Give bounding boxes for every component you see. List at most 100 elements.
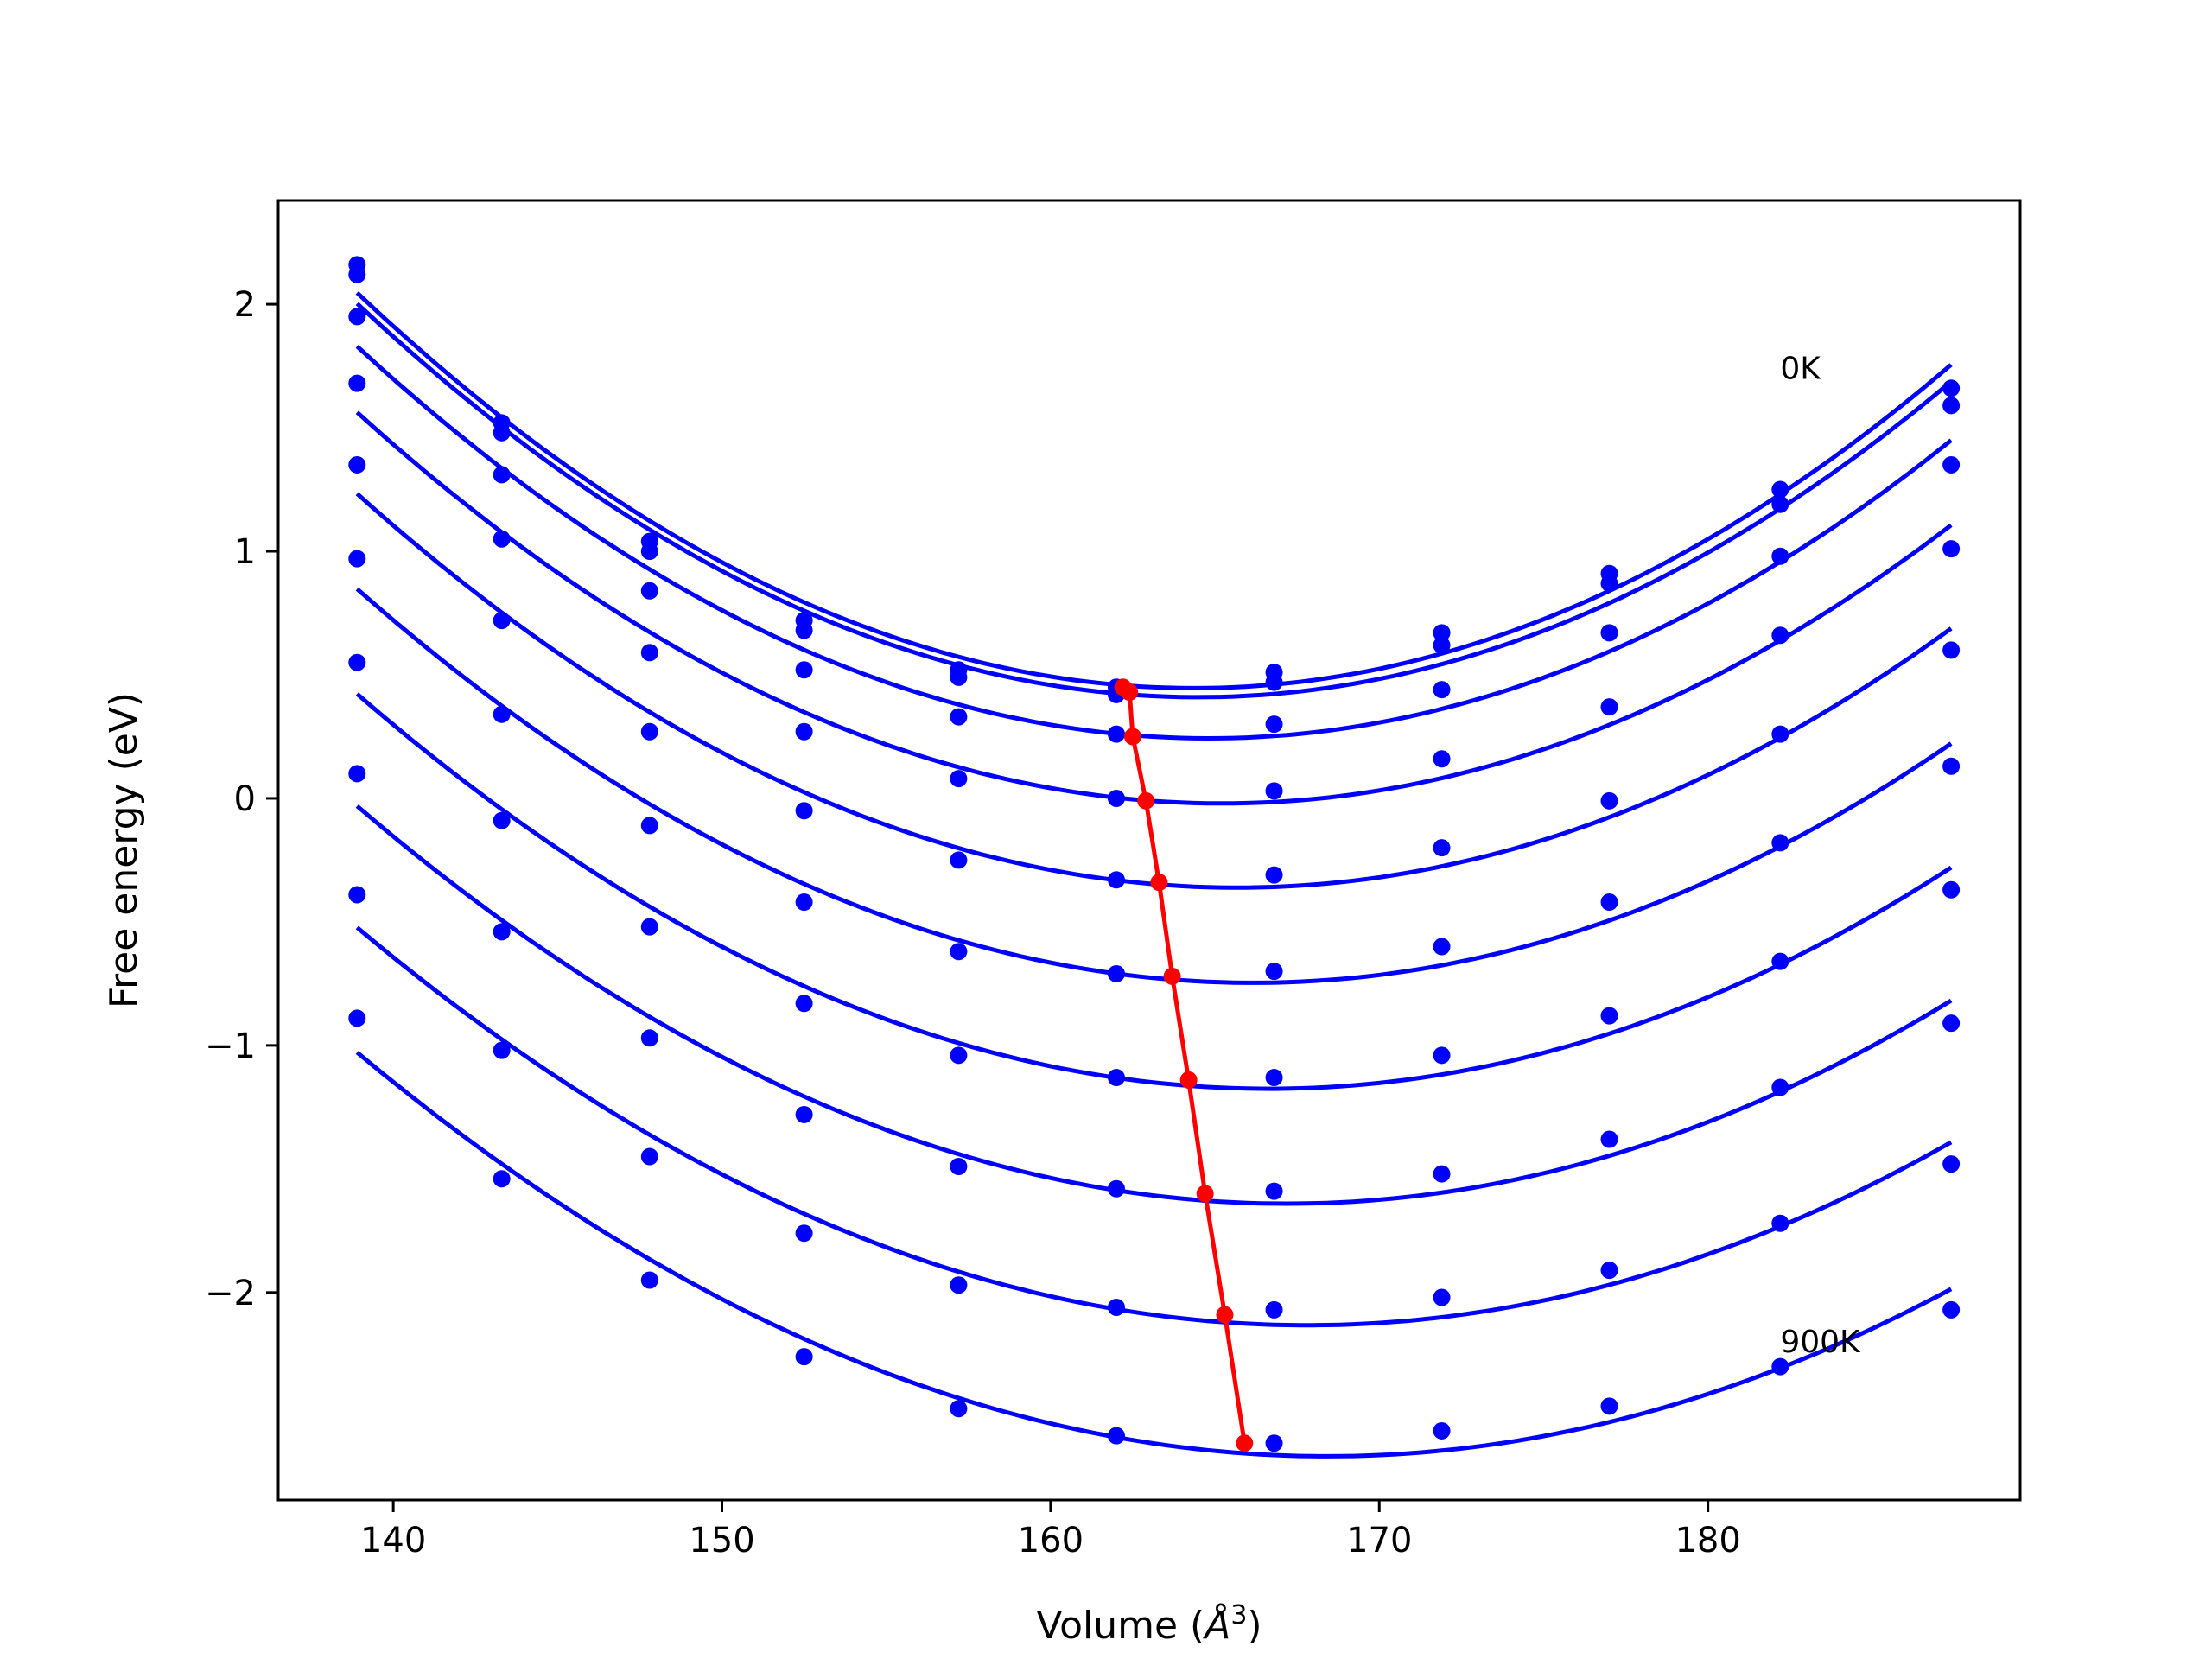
data-point [1265,1300,1283,1319]
data-point [1433,681,1451,699]
data-point [950,1276,968,1294]
data-point [640,1271,658,1289]
data-point [1433,750,1451,768]
data-point [795,661,813,679]
minimum-point [1236,1434,1254,1452]
x-tick-label: 180 [1675,1521,1740,1560]
data-point [1942,1155,1961,1173]
data-point [348,765,366,783]
data-point [1771,480,1789,499]
minimum-point [1123,728,1141,746]
minimum-line [1122,685,1247,1444]
data-point [1265,866,1283,884]
data-point [493,530,511,548]
data-point [1265,1069,1283,1087]
data-point [1771,834,1789,852]
data-point [640,722,658,741]
data-point [348,886,366,904]
data-point [640,644,658,662]
data-point [1942,1300,1961,1319]
series-line-7 [355,804,1953,1206]
data-point [795,995,813,1013]
data-point [1942,540,1961,558]
minimum-point [1150,874,1168,892]
data-point [1433,839,1451,857]
data-point [795,1224,813,1243]
data-point [1265,673,1283,691]
data-point [493,466,511,484]
data-point [1600,1130,1618,1148]
data-point [1433,624,1451,642]
data-point [1265,715,1283,734]
data-point [1433,636,1451,654]
data-point [1107,1427,1125,1445]
data-point [950,668,968,686]
data-point [493,705,511,723]
data-point [1600,1262,1618,1280]
data-point [795,1105,813,1123]
y-tick-label: 0 [234,779,256,819]
data-point [1771,547,1789,565]
data-point [348,374,366,392]
data-point [795,1348,813,1366]
y-axis-label: Free energy (eV) [102,692,146,1008]
data-point [795,722,813,741]
data-point [1600,791,1618,810]
data-point [950,708,968,726]
y-tick-label: −1 [205,1027,256,1066]
x-tick-label: 150 [689,1521,754,1560]
data-point [950,770,968,788]
series-line-6 [355,692,1953,1091]
data-point [1600,1007,1618,1025]
data-point [1771,952,1789,970]
data-point [348,455,366,474]
curve-annotation: 900K [1780,1325,1861,1360]
ticks-layer: 140 150 160 170 180 −2 −1 0 1 2 [205,285,1741,1560]
data-point [1433,1421,1451,1440]
data-point [1107,871,1125,889]
data-point [1942,397,1961,415]
data-point [1107,1069,1125,1087]
x-tick-label: 160 [1018,1521,1084,1560]
data-point [950,851,968,869]
series-line-1 [355,302,1953,700]
minimum-point [1179,1071,1198,1089]
data-point [640,1147,658,1166]
series-line-9 [355,1051,1953,1459]
data-point [1600,575,1618,593]
data-point [493,612,511,630]
data-point [1265,963,1283,981]
data-point [1433,1046,1451,1065]
minimum-point [1196,1185,1214,1203]
data-point [1265,1182,1283,1200]
data-point [795,621,813,639]
data-point [493,423,511,442]
data-point [1107,1298,1125,1316]
data-point [950,943,968,961]
data-point [950,1157,968,1175]
data-point [640,1029,658,1047]
y-tick-label: 1 [234,532,256,572]
minimum-curve-layer [1114,678,1254,1452]
data-point [640,582,658,600]
data-point [640,543,658,561]
annotations-layer: 0K 900K [1780,351,1861,1360]
data-point [493,1041,511,1059]
y-tick-label: −2 [205,1274,256,1313]
data-point [1107,1179,1125,1198]
data-point [348,265,366,283]
curve-annotation: 0K [1780,351,1821,386]
data-point [795,802,813,820]
data-point [1771,495,1789,513]
data-point [348,1009,366,1027]
data-point [493,1170,511,1188]
data-point [1107,725,1125,743]
data-point [1265,782,1283,800]
data-point [1107,789,1125,807]
data-point [348,653,366,671]
data-point [1771,626,1789,645]
data-point [1600,893,1618,912]
minimum-point [1216,1306,1234,1324]
